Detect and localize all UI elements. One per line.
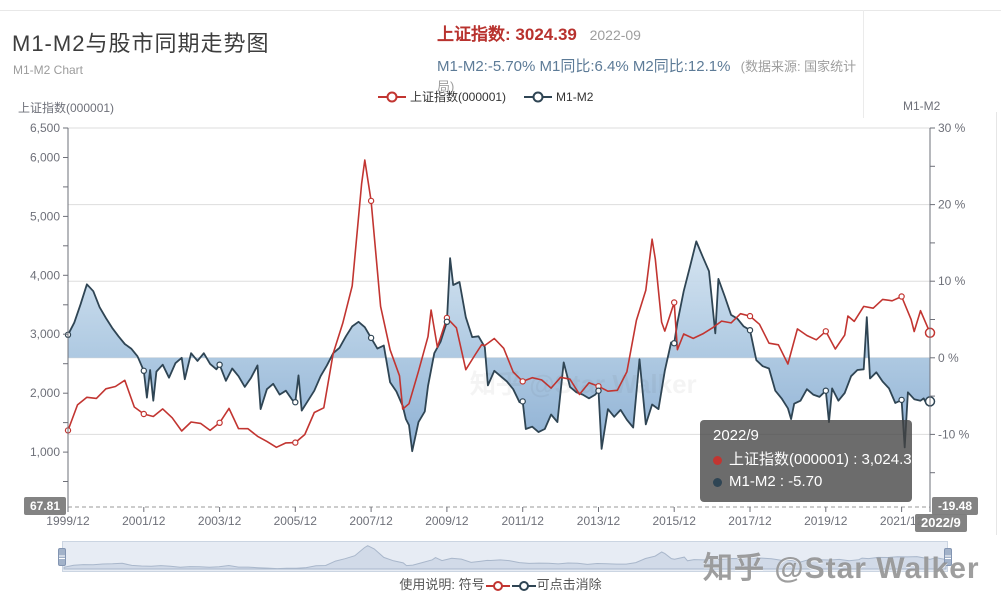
data-point-marker	[443, 318, 451, 325]
data-point-marker	[671, 340, 678, 347]
data-point-marker	[292, 439, 299, 446]
right-axis-title: M1-M2	[903, 99, 941, 113]
data-point-marker	[292, 399, 299, 406]
data-point-marker	[519, 378, 526, 385]
left-axis-label: 2,000	[30, 386, 60, 400]
x-axis-label: 2019/12	[804, 514, 848, 528]
x-axis-label: 2005/12	[274, 514, 318, 528]
left-axis-label: 4,000	[30, 268, 60, 282]
left-axis-label: 6,500	[30, 121, 60, 135]
data-point-marker	[746, 327, 754, 334]
index-date: 2022-09	[589, 27, 641, 43]
right-axis-label: 20 %	[938, 198, 966, 212]
tooltip-title: 2022/9	[713, 427, 759, 444]
usage-note: 使用说明: 符号 可点击消除	[0, 574, 1001, 593]
data-point-marker	[898, 396, 905, 404]
legend-item-label: 上证指数(000001)	[410, 90, 507, 104]
data-point-marker	[216, 361, 223, 368]
data-point-marker	[367, 197, 375, 205]
m1m2-stats-line: M1-M2:-5.70% M1同比:6.4% M2同比:12.1% (数据来源:…	[437, 55, 857, 95]
data-point-marker	[140, 367, 147, 374]
left-axis-label: 6,000	[30, 151, 60, 165]
legend-item-label: M1-M2	[556, 89, 594, 104]
data-zoom-slider[interactable]	[58, 541, 952, 572]
legend-line-icon	[511, 580, 536, 591]
legend-line-icon	[485, 580, 510, 591]
index-value: 3024.39	[515, 25, 577, 44]
index-label: 上证指数:	[437, 25, 511, 44]
right-axis-label: 30 %	[938, 121, 966, 135]
data-point-marker	[746, 312, 754, 320]
data-source-note: (数据来源: 国家统计局)	[437, 59, 857, 94]
right-axis-label: 0 %	[938, 351, 959, 365]
index-readout: 上证指数: 3024.39 2022-09	[437, 20, 857, 45]
legend-item-sse[interactable]: 上证指数(000001)	[378, 88, 506, 105]
x-axis-label: 2011/12	[501, 514, 544, 528]
legend-line-icon	[524, 91, 553, 102]
tooltip-row: 上证指数(000001) : 3,024.39	[713, 449, 920, 471]
data-zoom-left-handle[interactable]	[58, 548, 66, 566]
legend-item-m1-m2[interactable]: M1-M2	[524, 90, 593, 104]
data-point-marker	[216, 419, 223, 426]
x-axis-label: 2007/12	[349, 514, 393, 528]
x-axis-label: 2003/12	[198, 514, 242, 528]
x-axis-label: 2001/12	[122, 514, 166, 528]
x-axis-label: 1999/12	[46, 514, 90, 528]
watermark-faint: 知乎 @Star Walker	[470, 369, 697, 399]
right-edge-divider	[996, 112, 997, 535]
series-dot-icon	[713, 455, 722, 465]
m1m2-stats: M1-M2:-5.70% M1同比:6.4% M2同比:12.1%	[437, 58, 731, 75]
left-axis-label: 3,000	[30, 327, 60, 341]
sse-line	[67, 159, 931, 449]
left-axis-pointer-label: 67.81	[24, 497, 67, 515]
left-axis-title: 上证指数(000001)	[18, 101, 115, 115]
watermark: 知乎 @Star Walker	[703, 552, 980, 585]
left-axis-label: 1,000	[30, 445, 60, 459]
x-axis-label: 2015/12	[653, 514, 697, 528]
data-point-marker	[595, 387, 602, 394]
x-axis-label: 2009/12	[425, 514, 469, 528]
data-zoom-shadow	[63, 545, 947, 570]
legend: 上证指数(000001) M1-M2	[378, 88, 593, 105]
data-point-marker	[671, 299, 678, 306]
page-subtitle: M1-M2 Chart	[13, 63, 84, 77]
left-axis-label: 5,000	[30, 209, 60, 223]
series-dot-icon	[713, 477, 722, 487]
data-zoom-profile	[63, 545, 947, 570]
legend-line-icon	[378, 91, 406, 102]
right-axis-label: 10 %	[938, 274, 966, 288]
tooltip-row-text: 上证指数(000001) : 3,024.39	[729, 451, 920, 468]
page-title: M1-M2与股市同期走势图	[12, 31, 270, 56]
tooltip-row: M1-M2 : -5.70	[713, 471, 899, 493]
right-axis-pointer-label: -19.48	[932, 497, 979, 515]
header-stats-block: 上证指数: 3024.39 2022-09 M1-M2:-5.70% M1同比:…	[437, 20, 857, 95]
data-zoom-right-handle[interactable]	[944, 548, 952, 566]
data-point-marker	[140, 410, 147, 418]
header-divider	[863, 10, 864, 118]
right-axis-label: -10 %	[938, 427, 970, 441]
usage-suffix: 可点击消除	[536, 577, 602, 592]
data-point-marker	[898, 293, 905, 300]
data-point-marker	[519, 398, 526, 405]
top-divider	[0, 10, 1001, 11]
x-axis-label: 2013/12	[577, 514, 621, 528]
x-axis-label: 2017/12	[728, 514, 772, 528]
data-point-marker	[822, 387, 830, 394]
m1-m2-line	[67, 240, 931, 453]
x-axis-label: 2021/12	[880, 514, 924, 528]
data-point-marker	[822, 328, 830, 335]
usage-prefix: 使用说明: 符号	[399, 577, 485, 592]
tooltip-row-text: M1-M2 : -5.70	[729, 473, 823, 490]
tooltip: 2022/9 上证指数(000001) : 3,024.39 M1-M2 : -5…	[700, 420, 920, 502]
x-axis-pointer-label: 2022/9	[915, 514, 967, 532]
data-point-marker	[367, 334, 375, 342]
